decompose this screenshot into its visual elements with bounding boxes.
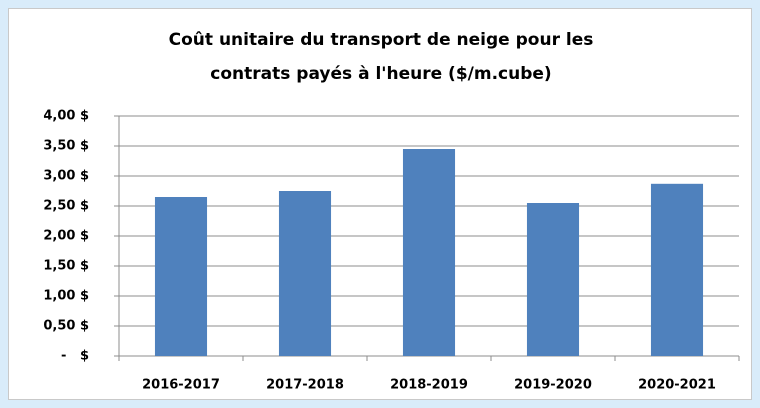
y-tick-label: 3,50 $ — [43, 139, 89, 154]
y-tick-label: 2,50 $ — [43, 199, 89, 214]
bar — [526, 203, 580, 356]
y-tick-label: 1,00 $ — [43, 289, 89, 304]
y-tick-label: 1,50 $ — [43, 259, 89, 274]
chart-panel: Coût unitaire du transport de neige pour… — [8, 8, 752, 400]
y-tick-label: - $ — [61, 349, 89, 364]
y-tick-label: 2,00 $ — [43, 229, 89, 244]
y-tick-label: 4,00 $ — [43, 109, 89, 124]
y-tick-label: 0,50 $ — [43, 319, 89, 334]
bar — [154, 197, 208, 356]
x-tick-label: 2016-2017 — [142, 378, 220, 393]
x-tick-label: 2017-2018 — [266, 378, 344, 393]
y-tick-label: 3,00 $ — [43, 169, 89, 184]
x-tick-label: 2019-2020 — [514, 378, 592, 393]
x-tick-label: 2020-2021 — [638, 378, 716, 393]
bar — [650, 183, 704, 356]
bar — [278, 191, 332, 356]
chart: - $ 0,50 $ 1,00 $ 1,50 $ 2,00 $ 2,50 $ 3,00 $ 3… — [43, 109, 740, 393]
bar — [402, 149, 456, 356]
chart-title: Coût unitaire du transport de neige pour… — [168, 30, 594, 84]
x-tick-label: 2018-2019 — [390, 378, 468, 393]
